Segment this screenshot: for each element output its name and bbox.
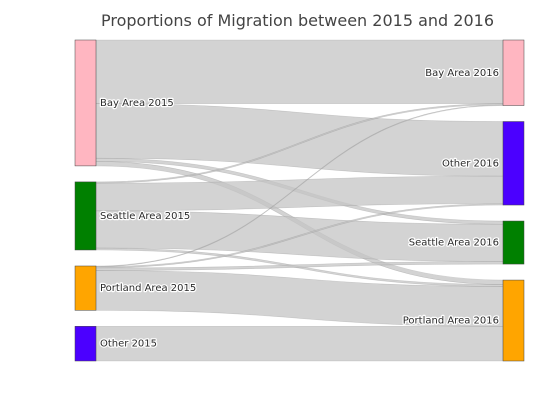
node-sea16[interactable] (502, 220, 525, 265)
node-label-oth16: Other 2016 (442, 158, 499, 169)
links-layer (95, 39, 504, 362)
labels-layer: Bay Area 2015 Seattle Area 2015 Portland A… (99, 67, 501, 351)
node-por15[interactable] (74, 265, 97, 311)
node-bay15[interactable] (74, 39, 97, 167)
node-por16[interactable] (502, 279, 525, 362)
node-oth16[interactable] (502, 121, 525, 206)
nodes-layer (74, 39, 525, 362)
node-label-bay15: Bay Area 2015 (100, 98, 174, 109)
node-label-por15: Portland Area 2015 (100, 283, 196, 294)
node-label-sea15: Seattle Area 2015 (100, 211, 190, 222)
node-oth15[interactable] (74, 326, 97, 362)
node-label-bay16: Bay Area 2016 (425, 68, 499, 79)
link-sea15-to-oth16[interactable] (95, 175, 504, 212)
node-label-oth15: Other 2015 (100, 339, 157, 350)
node-sea15[interactable] (74, 181, 97, 251)
node-bay16[interactable] (502, 39, 525, 106)
node-label-por16: Portland Area 2016 (403, 316, 499, 327)
link-oth15-to-por16[interactable] (95, 326, 504, 362)
chart-title: Proportions of Migration between 2015 an… (101, 11, 494, 30)
node-label-sea16: Seattle Area 2016 (409, 238, 499, 249)
